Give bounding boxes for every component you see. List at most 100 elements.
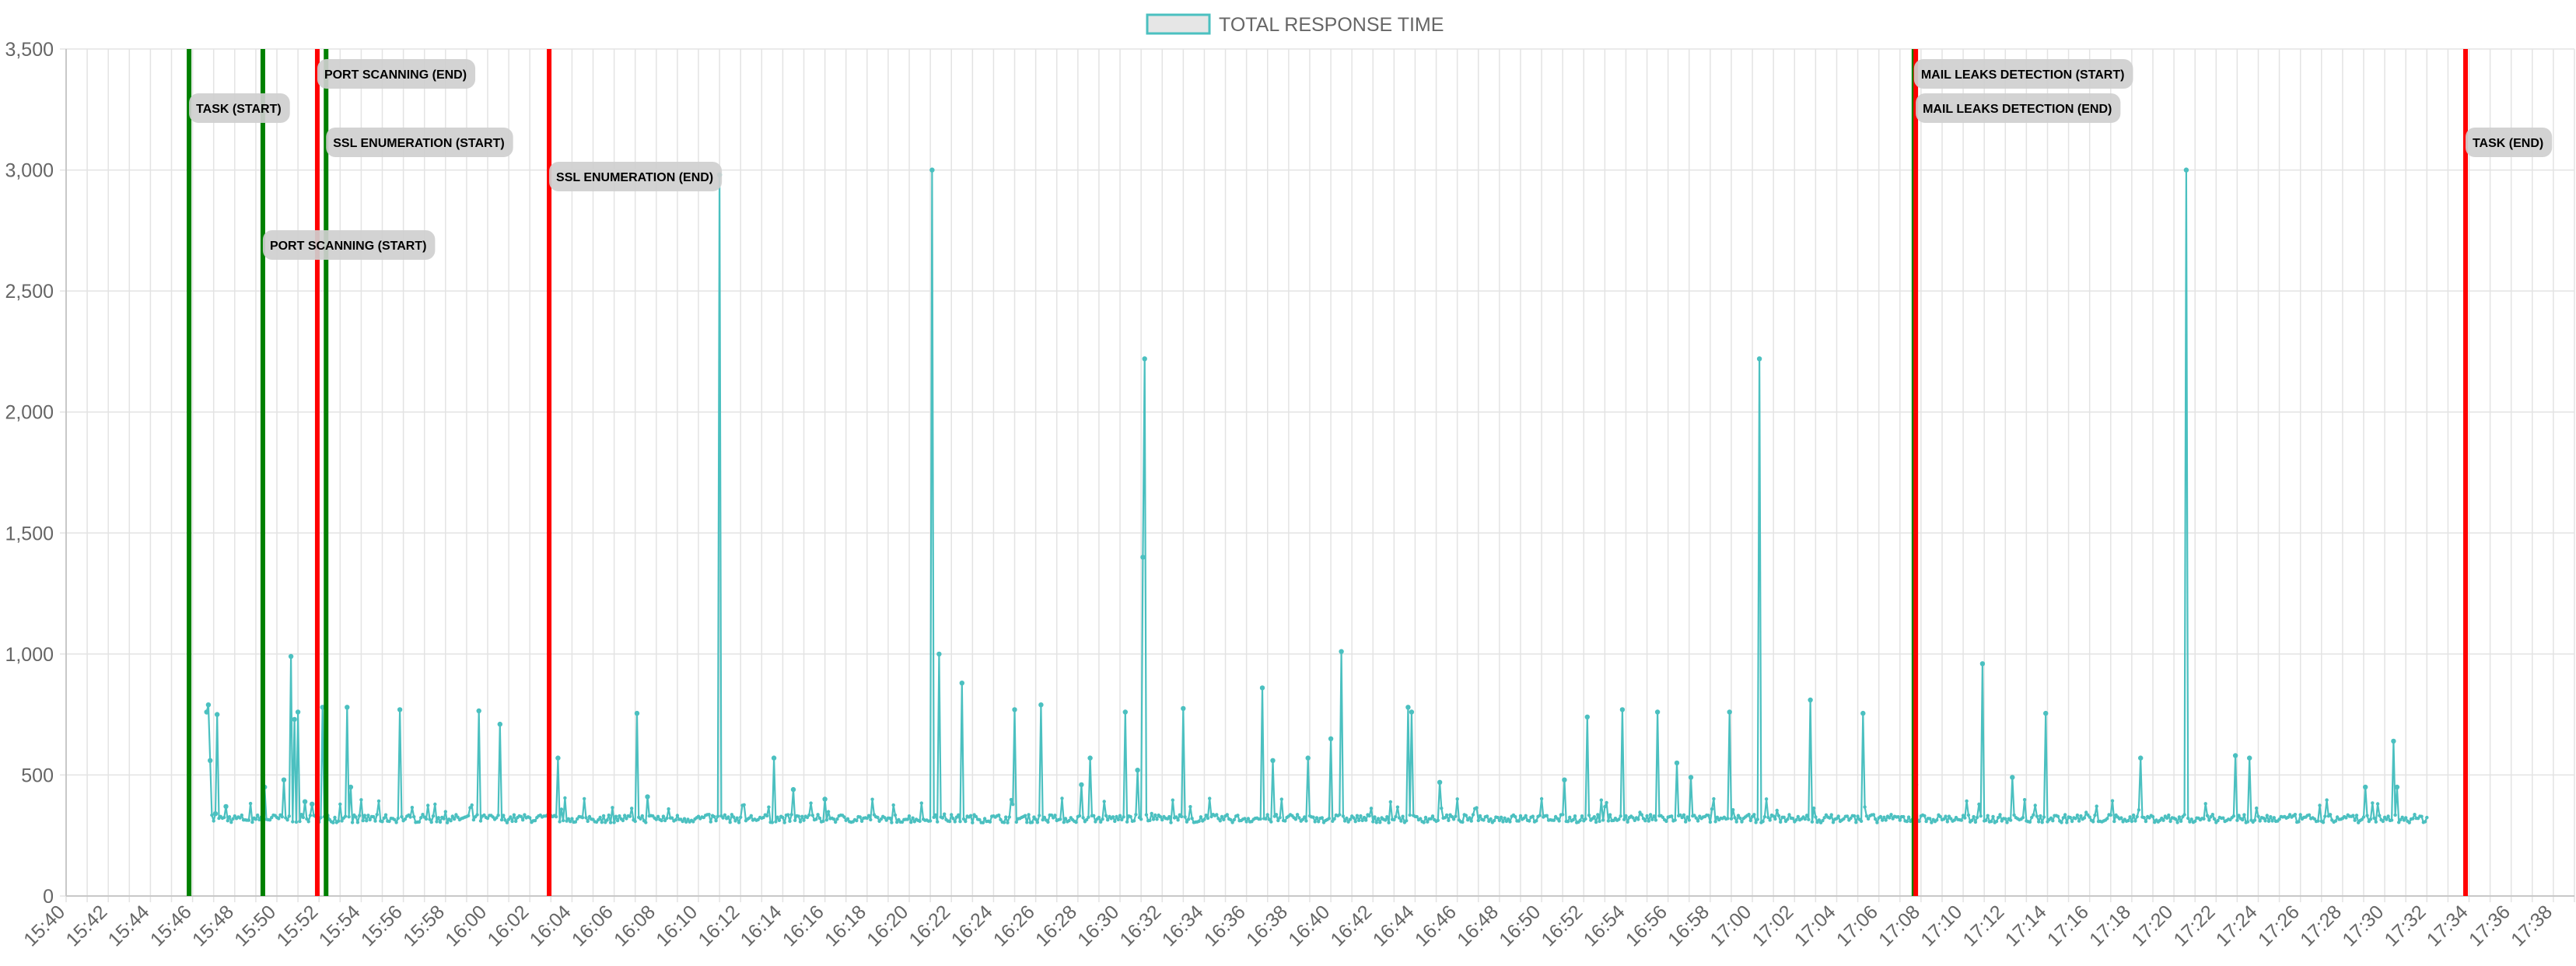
y-tick-label: 3,000: [5, 160, 54, 182]
data-point: [2265, 814, 2269, 817]
event-label-bg: [1916, 93, 2121, 123]
data-point: [1174, 815, 1178, 819]
data-point: [961, 817, 966, 821]
data-point: [1106, 818, 1110, 822]
data-point: [554, 814, 558, 819]
data-point: [2333, 819, 2338, 823]
data-point: [1208, 796, 1212, 800]
data-point: [1562, 777, 1567, 782]
data-point: [1924, 819, 1928, 824]
data-point: [1680, 815, 1684, 820]
data-point: [1545, 814, 1549, 817]
data-point: [1898, 818, 1902, 822]
data-point: [452, 817, 457, 821]
data-point: [1153, 813, 1157, 817]
data-point: [1081, 816, 1085, 820]
data-point: [1997, 816, 2000, 820]
data-point: [1014, 820, 1019, 824]
data-point: [786, 813, 790, 817]
data-point: [1215, 813, 1219, 817]
data-point: [2012, 813, 2016, 817]
data-point: [1864, 814, 1869, 818]
data-point: [1436, 818, 1440, 823]
series-total-response-time: [204, 167, 2429, 824]
data-point: [1190, 817, 1194, 821]
data-point: [1863, 805, 1867, 809]
data-point: [2175, 821, 2179, 824]
data-point: [1708, 820, 1713, 824]
data-point: [775, 815, 779, 819]
data-point: [1733, 816, 1737, 820]
data-point: [281, 777, 287, 782]
data-point: [2316, 819, 2320, 823]
data-point: [2144, 819, 2148, 824]
data-point: [348, 784, 354, 790]
data-point: [1328, 736, 1334, 741]
data-point: [1688, 775, 1694, 780]
data-point: [723, 813, 727, 817]
data-point: [1399, 819, 1403, 823]
data-point: [1320, 816, 1325, 820]
data-point: [1942, 817, 1946, 821]
data-point: [814, 817, 818, 821]
data-point: [858, 815, 863, 819]
data-point: [1587, 814, 1591, 817]
data-point: [1648, 813, 1653, 817]
data-point: [951, 817, 955, 821]
series-line: [205, 169, 2428, 824]
x-tick-label: 16:14: [737, 901, 786, 950]
data-point: [361, 818, 365, 823]
data-point: [1283, 819, 1287, 823]
data-point: [563, 796, 567, 800]
data-point: [1345, 816, 1349, 821]
data-point: [450, 814, 454, 818]
data-point: [1401, 814, 1405, 818]
data-point: [1471, 813, 1475, 817]
data-point: [1077, 814, 1082, 818]
x-tick-label: 17:02: [1748, 901, 1797, 950]
data-point: [1977, 802, 1981, 807]
data-point: [580, 816, 585, 820]
event-label: MAIL LEAKS DETECTION (START): [1913, 59, 2133, 89]
data-point: [429, 820, 433, 824]
data-point: [1661, 815, 1665, 820]
data-point: [1338, 813, 1342, 817]
data-point: [1979, 814, 1983, 818]
x-tick-label: 17:06: [1832, 901, 1882, 950]
data-point: [1768, 818, 1772, 822]
data-point: [1736, 814, 1741, 817]
data-point: [1647, 819, 1650, 823]
data-point: [835, 817, 839, 821]
x-tick-label: 16:54: [1580, 901, 1629, 950]
data-point: [656, 814, 660, 819]
data-point: [2242, 813, 2246, 817]
data-point: [229, 821, 233, 824]
data-point: [767, 805, 771, 809]
data-point: [1423, 815, 1428, 820]
data-point: [1871, 813, 1876, 817]
data-point: [485, 816, 490, 821]
data-point: [1074, 821, 1078, 824]
data-point: [1397, 816, 1402, 820]
data-point: [2335, 815, 2340, 819]
data-point: [478, 819, 483, 823]
data-point: [1454, 814, 1458, 818]
data-point: [1120, 817, 1124, 822]
data-point: [1359, 814, 1363, 818]
legend[interactable]: TOTAL RESPONSE TIME: [1146, 13, 1444, 36]
data-point: [442, 817, 446, 821]
data-point: [506, 817, 511, 821]
data-point: [807, 813, 811, 817]
data-point: [2400, 815, 2404, 820]
data-point: [310, 801, 315, 807]
data-point: [1405, 705, 1411, 710]
data-point: [900, 820, 905, 824]
data-point: [233, 814, 236, 818]
data-point: [2043, 710, 2049, 716]
data-point: [1475, 806, 1479, 810]
data-point: [2266, 819, 2271, 824]
x-tick-label: 15:58: [399, 901, 449, 950]
data-point: [1596, 813, 1600, 817]
data-point: [1766, 815, 1770, 820]
data-point: [248, 801, 253, 806]
